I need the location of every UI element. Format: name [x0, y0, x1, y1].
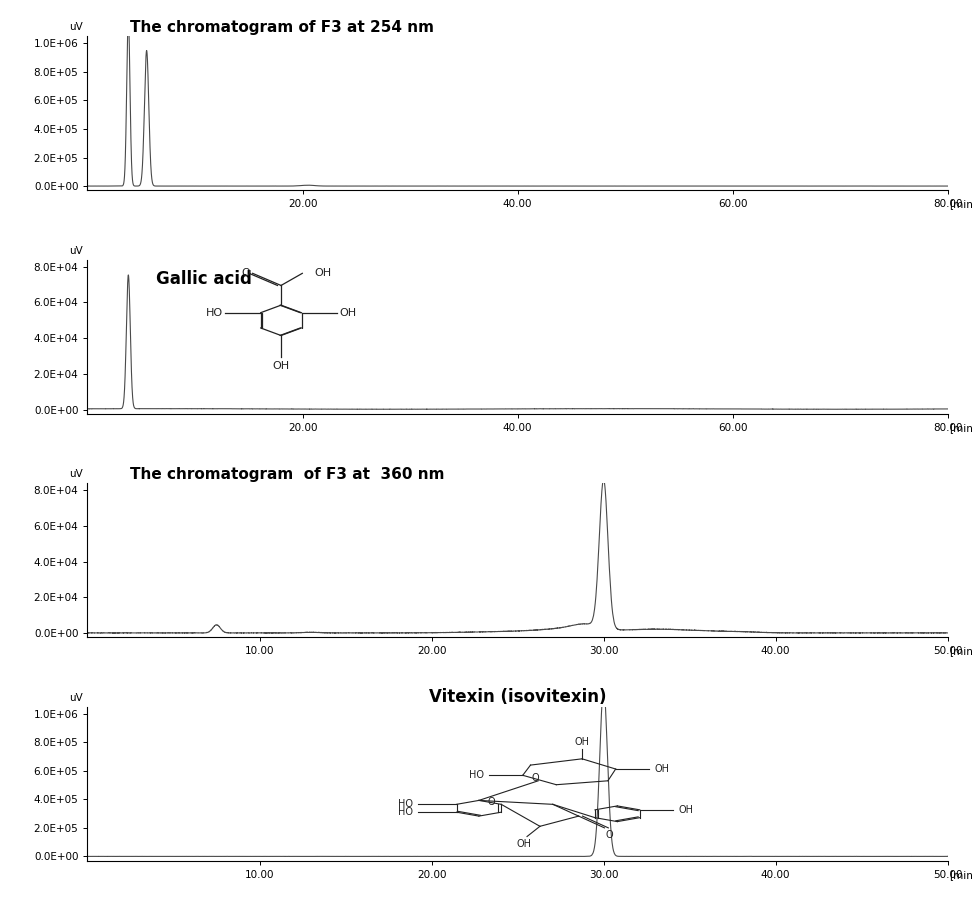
Text: The chromatogram  of F3 at  360 nm: The chromatogram of F3 at 360 nm	[130, 467, 445, 482]
Text: The chromatogram of F3 at 254 nm: The chromatogram of F3 at 254 nm	[130, 20, 434, 35]
Text: O: O	[241, 268, 250, 278]
Text: uV: uV	[69, 693, 84, 703]
Text: Gallic acid: Gallic acid	[156, 271, 252, 288]
Text: [min]: [min]	[950, 423, 972, 433]
Text: O: O	[606, 830, 613, 840]
Text: [min]: [min]	[950, 647, 972, 657]
Text: HO: HO	[398, 807, 413, 817]
Text: HO: HO	[398, 799, 413, 809]
Text: HO: HO	[205, 308, 223, 318]
Text: OH: OH	[272, 361, 290, 371]
Text: OH: OH	[314, 268, 331, 278]
Text: uV: uV	[69, 469, 84, 479]
Text: uV: uV	[69, 246, 84, 255]
Text: O: O	[488, 797, 496, 807]
Text: uV: uV	[69, 23, 84, 33]
Text: OH: OH	[339, 308, 357, 318]
Title: Vitexin (isovitexin): Vitexin (isovitexin)	[429, 689, 607, 707]
Text: OH: OH	[574, 737, 590, 747]
Text: OH: OH	[654, 764, 670, 774]
Text: OH: OH	[517, 839, 532, 849]
Text: [min]: [min]	[950, 870, 972, 880]
Text: O: O	[532, 773, 539, 783]
Text: OH: OH	[678, 805, 693, 814]
Text: [min]: [min]	[950, 199, 972, 209]
Text: HO: HO	[469, 770, 484, 780]
